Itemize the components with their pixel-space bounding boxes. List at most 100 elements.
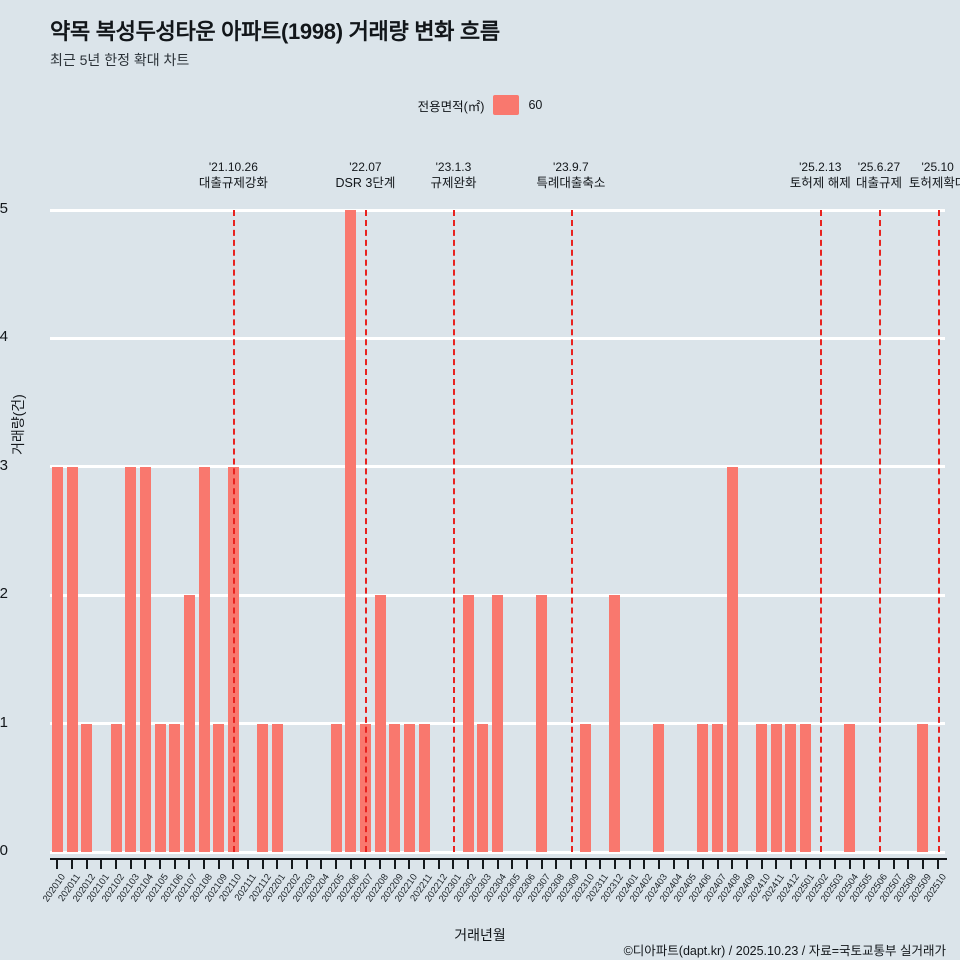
x-axis-tick-mark [276, 860, 279, 869]
bar[interactable] [257, 723, 269, 852]
event-marker-line [365, 210, 368, 852]
x-axis-tick-mark [393, 860, 396, 869]
x-axis-tick-mark [408, 860, 411, 869]
x-axis-tick-mark [203, 860, 206, 869]
bar[interactable] [580, 723, 592, 852]
bar[interactable] [800, 723, 812, 852]
x-axis-tick-mark [173, 860, 176, 869]
gridline [50, 850, 945, 854]
x-axis-tick-mark [305, 860, 308, 869]
x-axis-tick-mark [569, 860, 572, 869]
x-axis-tick-mark [613, 860, 616, 869]
x-axis-tick-mark [364, 860, 367, 869]
bar[interactable] [770, 723, 782, 852]
bar[interactable] [183, 595, 195, 852]
x-axis-tick-mark [481, 860, 484, 869]
event-marker-line [820, 210, 823, 852]
bar[interactable] [653, 723, 665, 852]
gridline [50, 593, 945, 597]
x-axis-tick-mark [863, 860, 866, 869]
x-axis-tick-mark [599, 860, 602, 869]
x-axis-tick-mark [452, 860, 455, 869]
bar[interactable] [726, 466, 738, 852]
bar[interactable] [213, 723, 225, 852]
bar[interactable] [51, 466, 63, 852]
x-axis-tick-mark [511, 860, 514, 869]
footer-credit: ©디아파트(dapt.kr) / 2025.10.23 / 자료=국토교통부 실… [623, 944, 946, 958]
bar[interactable] [66, 466, 78, 852]
x-axis-tick-mark [877, 860, 880, 869]
page-title: 약목 복성두성타운 아파트(1998) 거래량 변화 흐름 [50, 19, 500, 44]
x-axis-tick-mark [775, 860, 778, 869]
event-annotation-date: '25.10 [921, 160, 954, 174]
x-axis-tick-mark [936, 860, 939, 869]
bar[interactable] [536, 595, 548, 852]
bar[interactable] [389, 723, 401, 852]
bar[interactable] [154, 723, 166, 852]
x-axis-tick-mark [144, 860, 147, 869]
x-axis-tick-mark [423, 860, 426, 869]
bar[interactable] [139, 466, 151, 852]
y-axis-tick-label: 4 [0, 328, 8, 346]
bar[interactable] [609, 595, 621, 852]
event-annotation: '25.10 토허제확대 [878, 160, 960, 191]
x-axis-tick-mark [525, 860, 528, 869]
bar[interactable] [110, 723, 122, 852]
bar[interactable] [330, 723, 342, 852]
event-annotation-text: 토허제 해제 [789, 176, 851, 190]
x-axis-tick-mark [540, 860, 543, 869]
x-axis-label: 거래년월 [454, 927, 506, 943]
bar[interactable] [403, 723, 415, 852]
bar[interactable] [345, 210, 357, 852]
y-axis-tick-label: 2 [0, 585, 8, 603]
x-axis-tick-mark [921, 860, 924, 869]
gridline [50, 208, 945, 212]
bar[interactable] [418, 723, 430, 852]
x-axis-tick-mark [85, 860, 88, 869]
bar[interactable] [844, 723, 856, 852]
y-axis-tick-label: 0 [0, 842, 8, 859]
bar[interactable] [125, 466, 137, 852]
event-annotation-date: '25.2.13 [799, 160, 842, 174]
x-axis-tick-mark [833, 860, 836, 869]
bar[interactable] [917, 723, 929, 852]
x-axis-tick-mark [892, 860, 895, 869]
x-axis-tick-mark [701, 860, 704, 869]
bar[interactable] [697, 723, 709, 852]
event-annotation-date: '22.07 [349, 160, 382, 174]
y-axis-label: 거래량(건) [10, 394, 26, 455]
event-annotation: '23.1.3 규제완화 [393, 160, 513, 191]
x-axis-tick-mark [261, 860, 264, 869]
x-axis-tick-mark [496, 860, 499, 869]
event-annotation: '21.10.26 대출규제강화 [173, 160, 293, 191]
bar[interactable] [169, 723, 181, 852]
bar[interactable] [81, 723, 93, 852]
y-axis-tick-label: 5 [0, 200, 8, 217]
bar[interactable] [492, 595, 503, 852]
x-axis-tick-mark [379, 860, 382, 869]
x-axis-line [50, 858, 947, 860]
event-annotation: '23.9.7 특례대출축소 [511, 160, 631, 191]
bar[interactable] [477, 723, 489, 852]
bar[interactable] [271, 723, 283, 852]
x-axis-tick-mark [731, 860, 734, 869]
page-subtitle: 최근 5년 한정 확대 차트 [50, 52, 190, 68]
legend-series-value: 60 [528, 98, 543, 112]
x-axis-tick-mark [672, 860, 675, 869]
event-annotation-text: 규제완화 [430, 176, 477, 190]
bar[interactable] [756, 723, 768, 852]
x-axis-tick-mark [628, 860, 631, 869]
plot-area [50, 208, 945, 854]
bar[interactable] [198, 466, 210, 852]
x-axis-tick-mark [760, 860, 763, 869]
bar[interactable] [712, 723, 724, 852]
bar[interactable] [462, 595, 474, 852]
x-axis-tick-mark [745, 860, 748, 869]
bar[interactable] [374, 595, 386, 852]
event-marker-line [878, 210, 881, 852]
event-annotation: '22.07 DSR 3단계 [305, 160, 425, 191]
x-axis-tick-mark [643, 860, 646, 869]
event-annotation-text: 대출규제강화 [198, 176, 268, 190]
bar[interactable] [785, 723, 797, 852]
event-marker-line [453, 210, 456, 852]
